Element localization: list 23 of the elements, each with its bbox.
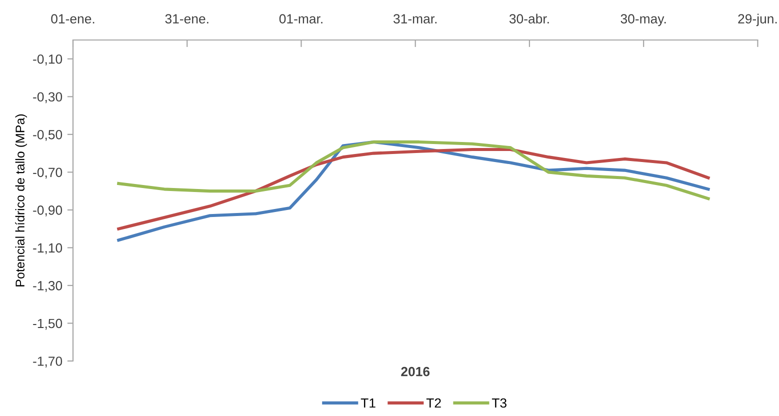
y-tick-label: -1,70 xyxy=(33,356,62,368)
y-axis-title: Potencial hídrico de tallo (MPa) xyxy=(15,114,27,286)
y-tick-label: -0,30 xyxy=(33,92,62,104)
y-tick-label: -1,10 xyxy=(33,243,62,254)
y-tick-label: -0,70 xyxy=(33,168,62,179)
legend-label: T2 xyxy=(426,398,441,408)
legend-label: T1 xyxy=(360,398,376,408)
x-tick-label: 29-jun. xyxy=(738,14,777,26)
y-tick-label: -0,10 xyxy=(33,54,62,66)
y-tick-label: -0,50 xyxy=(33,130,62,141)
line-series xyxy=(117,140,710,200)
y-tick-label: -0,90 xyxy=(33,206,62,216)
x-tick-label: 30-abr. xyxy=(509,14,549,24)
x-tick-label: 31-mar. xyxy=(393,14,437,24)
legend-label: T3 xyxy=(492,398,506,408)
x-tick-label: 01-ene. xyxy=(51,14,94,24)
x-tick-label: 31-ene. xyxy=(165,14,208,24)
line-series xyxy=(117,148,710,230)
x-tick-label: 01-mar. xyxy=(279,14,322,24)
x-axis-title: 2016 xyxy=(401,366,430,376)
y-tick-label: -1,30 xyxy=(33,281,62,292)
y-tick-label: -1,50 xyxy=(33,318,62,330)
x-tick-label: 30-may. xyxy=(620,14,666,26)
